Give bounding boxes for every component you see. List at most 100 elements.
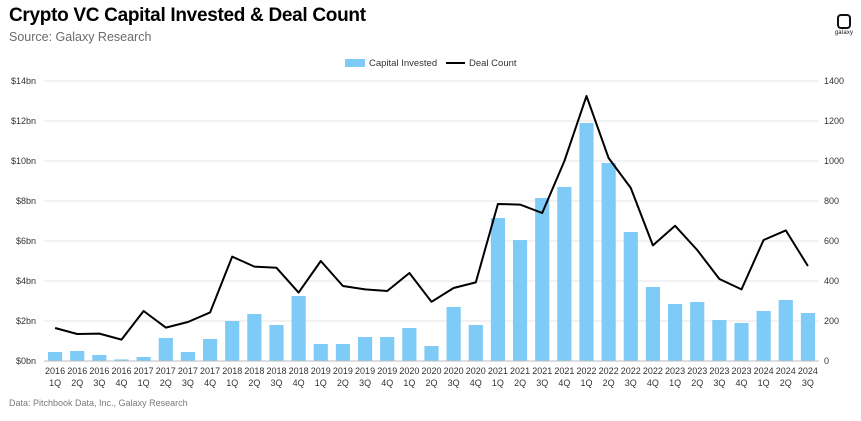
x-tick-quarter-label: 2Q — [425, 378, 437, 388]
capital-invested-bar — [92, 355, 107, 361]
capital-invested-bar — [535, 198, 550, 361]
x-tick-year-label: 2021 — [510, 366, 530, 376]
capital-invested-bar — [247, 314, 262, 361]
x-tick-quarter-label: 3Q — [93, 378, 105, 388]
x-tick-year-label: 2023 — [731, 366, 751, 376]
x-tick-quarter-label: 3Q — [182, 378, 194, 388]
x-tick-quarter-label: 1Q — [580, 378, 592, 388]
x-tick-year-label: 2020 — [399, 366, 419, 376]
x-tick-quarter-label: 3Q — [536, 378, 548, 388]
x-tick-year-label: 2022 — [621, 366, 641, 376]
y-right-tick-label: 800 — [824, 196, 839, 206]
y-left-tick-label: $0bn — [16, 356, 36, 366]
legend-swatch-capital-invested — [345, 59, 365, 67]
capital-invested-bar — [490, 218, 506, 361]
capital-invested-bar — [291, 296, 306, 361]
y-right-tick-label: 600 — [824, 236, 839, 246]
galaxy-logo-text: galaxy — [834, 30, 854, 36]
capital-invested-bar — [380, 337, 395, 361]
capital-invested-bar — [225, 321, 240, 361]
x-tick-quarter-label: 4Q — [558, 378, 570, 388]
x-tick-quarter-label: 1Q — [226, 378, 238, 388]
x-tick-year-label: 2022 — [643, 366, 663, 376]
x-tick-quarter-label: 4Q — [293, 378, 305, 388]
x-tick-year-label: 2021 — [532, 366, 552, 376]
x-tick-year-label: 2017 — [200, 366, 220, 376]
x-tick-quarter-label: 4Q — [735, 378, 747, 388]
capital-invested-bar — [690, 302, 705, 361]
x-tick-quarter-label: 1Q — [403, 378, 415, 388]
x-tick-year-label: 2018 — [266, 366, 286, 376]
x-tick-year-label: 2024 — [798, 366, 818, 376]
x-tick-quarter-label: 2Q — [780, 378, 792, 388]
deal-count-line-group — [54, 95, 809, 341]
x-tick-year-label: 2016 — [89, 366, 109, 376]
legend-label-capital-invested: Capital Invested — [369, 58, 437, 69]
x-tick-quarter-label: 1Q — [49, 378, 61, 388]
capital-invested-bar — [402, 328, 417, 361]
y-axis-left: $0bn $2bn $4bn $6bn $8bn $10bn $12bn $14bn — [11, 76, 36, 366]
legend-label-deal-count: Deal Count — [469, 58, 517, 69]
x-tick-quarter-label: 1Q — [492, 378, 504, 388]
capital-invested-bar — [158, 338, 173, 361]
x-tick-year-label: 2022 — [599, 366, 619, 376]
y-right-tick-label: 1200 — [824, 116, 844, 126]
capital-invested-bar — [579, 123, 594, 361]
capital-invested-bar — [114, 359, 129, 361]
x-tick-year-label: 2020 — [466, 366, 486, 376]
chart-subtitle: Source: Galaxy Research — [9, 30, 152, 44]
x-tick-quarter-label: 3Q — [270, 378, 282, 388]
deal-count-line — [54, 95, 809, 341]
capital-invested-bar — [512, 240, 528, 361]
y-left-tick-label: $6bn — [16, 236, 36, 246]
capital-invested-bar — [313, 344, 328, 361]
capital-invested-bar — [335, 344, 351, 361]
legend: Capital Invested Deal Count — [345, 58, 517, 69]
capital-invested-bar — [623, 232, 638, 361]
x-tick-year-label: 2021 — [488, 366, 508, 376]
y-left-tick-label: $2bn — [16, 316, 36, 326]
capital-invested-bars — [44, 123, 819, 362]
x-tick-year-label: 2023 — [709, 366, 729, 376]
capital-invested-bar — [468, 325, 483, 361]
data-source-note: Data: Pitchbook Data, Inc., Galaxy Resea… — [9, 398, 188, 408]
y-right-tick-label: 400 — [824, 276, 839, 286]
x-tick-year-label: 2016 — [45, 366, 65, 376]
x-tick-year-label: 2020 — [421, 366, 441, 376]
y-right-tick-label: 0 — [824, 356, 829, 366]
x-tick-year-label: 2024 — [754, 366, 774, 376]
x-tick-quarter-label: 2Q — [514, 378, 526, 388]
galaxy-logo-icon — [837, 14, 851, 29]
y-axis-right: 0 200 400 600 800 1000 1200 1400 — [824, 76, 844, 366]
capital-invested-bar — [712, 320, 727, 361]
x-tick-year-label: 2018 — [289, 366, 309, 376]
x-tick-quarter-label: 1Q — [758, 378, 770, 388]
x-tick-year-label: 2018 — [222, 366, 242, 376]
y-left-tick-label: $8bn — [16, 196, 36, 206]
capital-invested-bar — [645, 287, 661, 361]
y-right-tick-label: 1400 — [824, 76, 844, 86]
capital-invested-bar — [269, 325, 284, 361]
x-tick-quarter-label: 2Q — [160, 378, 172, 388]
x-tick-year-label: 2017 — [156, 366, 176, 376]
x-tick-year-label: 2019 — [377, 366, 397, 376]
capital-invested-bar — [180, 352, 196, 361]
y-right-tick-label: 1000 — [824, 156, 844, 166]
capital-invested-bar — [800, 313, 816, 361]
chart-title: Crypto VC Capital Invested & Deal Count — [9, 5, 366, 26]
capital-invested-bar — [778, 300, 793, 361]
capital-invested-bar — [667, 304, 683, 361]
x-tick-year-label: 2023 — [687, 366, 707, 376]
x-tick-year-label: 2016 — [67, 366, 87, 376]
x-tick-year-label: 2021 — [554, 366, 574, 376]
y-right-tick-label: 200 — [824, 316, 839, 326]
x-tick-year-label: 2016 — [111, 366, 131, 376]
capital-invested-bar — [70, 351, 85, 361]
x-tick-quarter-label: 1Q — [669, 378, 681, 388]
x-tick-year-label: 2022 — [576, 366, 596, 376]
x-tick-quarter-label: 1Q — [138, 378, 150, 388]
x-tick-quarter-label: 2Q — [603, 378, 615, 388]
x-tick-year-label: 2020 — [444, 366, 464, 376]
x-tick-year-label: 2018 — [244, 366, 264, 376]
